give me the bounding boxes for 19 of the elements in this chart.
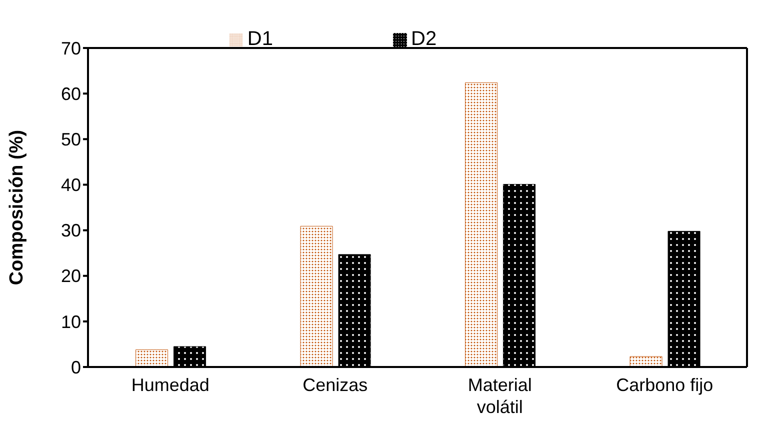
y-tick-label: 40 xyxy=(60,175,81,196)
y-tick-label: 70 xyxy=(60,38,81,58)
bar xyxy=(136,349,168,367)
y-tick-label: 50 xyxy=(60,130,81,150)
legend-label: D2 xyxy=(411,28,437,50)
x-tick-label: Humedad xyxy=(131,375,210,395)
x-tick-label: Carbono fijo xyxy=(616,375,714,395)
y-tick-label: 0 xyxy=(70,357,81,378)
y-tick-label: 60 xyxy=(60,84,81,104)
bar xyxy=(630,356,662,367)
x-tick-label: Material volátil xyxy=(468,375,532,417)
bar xyxy=(300,226,333,367)
bar xyxy=(465,82,498,367)
legend-label: D1 xyxy=(247,28,273,50)
y-tick-label: 10 xyxy=(60,312,81,332)
y-tick-label: 20 xyxy=(60,266,81,286)
x-tick-label: Cenizas xyxy=(302,375,368,395)
y-tick-label: 30 xyxy=(60,220,81,241)
y-axis-title: Composición (%) xyxy=(6,130,28,286)
